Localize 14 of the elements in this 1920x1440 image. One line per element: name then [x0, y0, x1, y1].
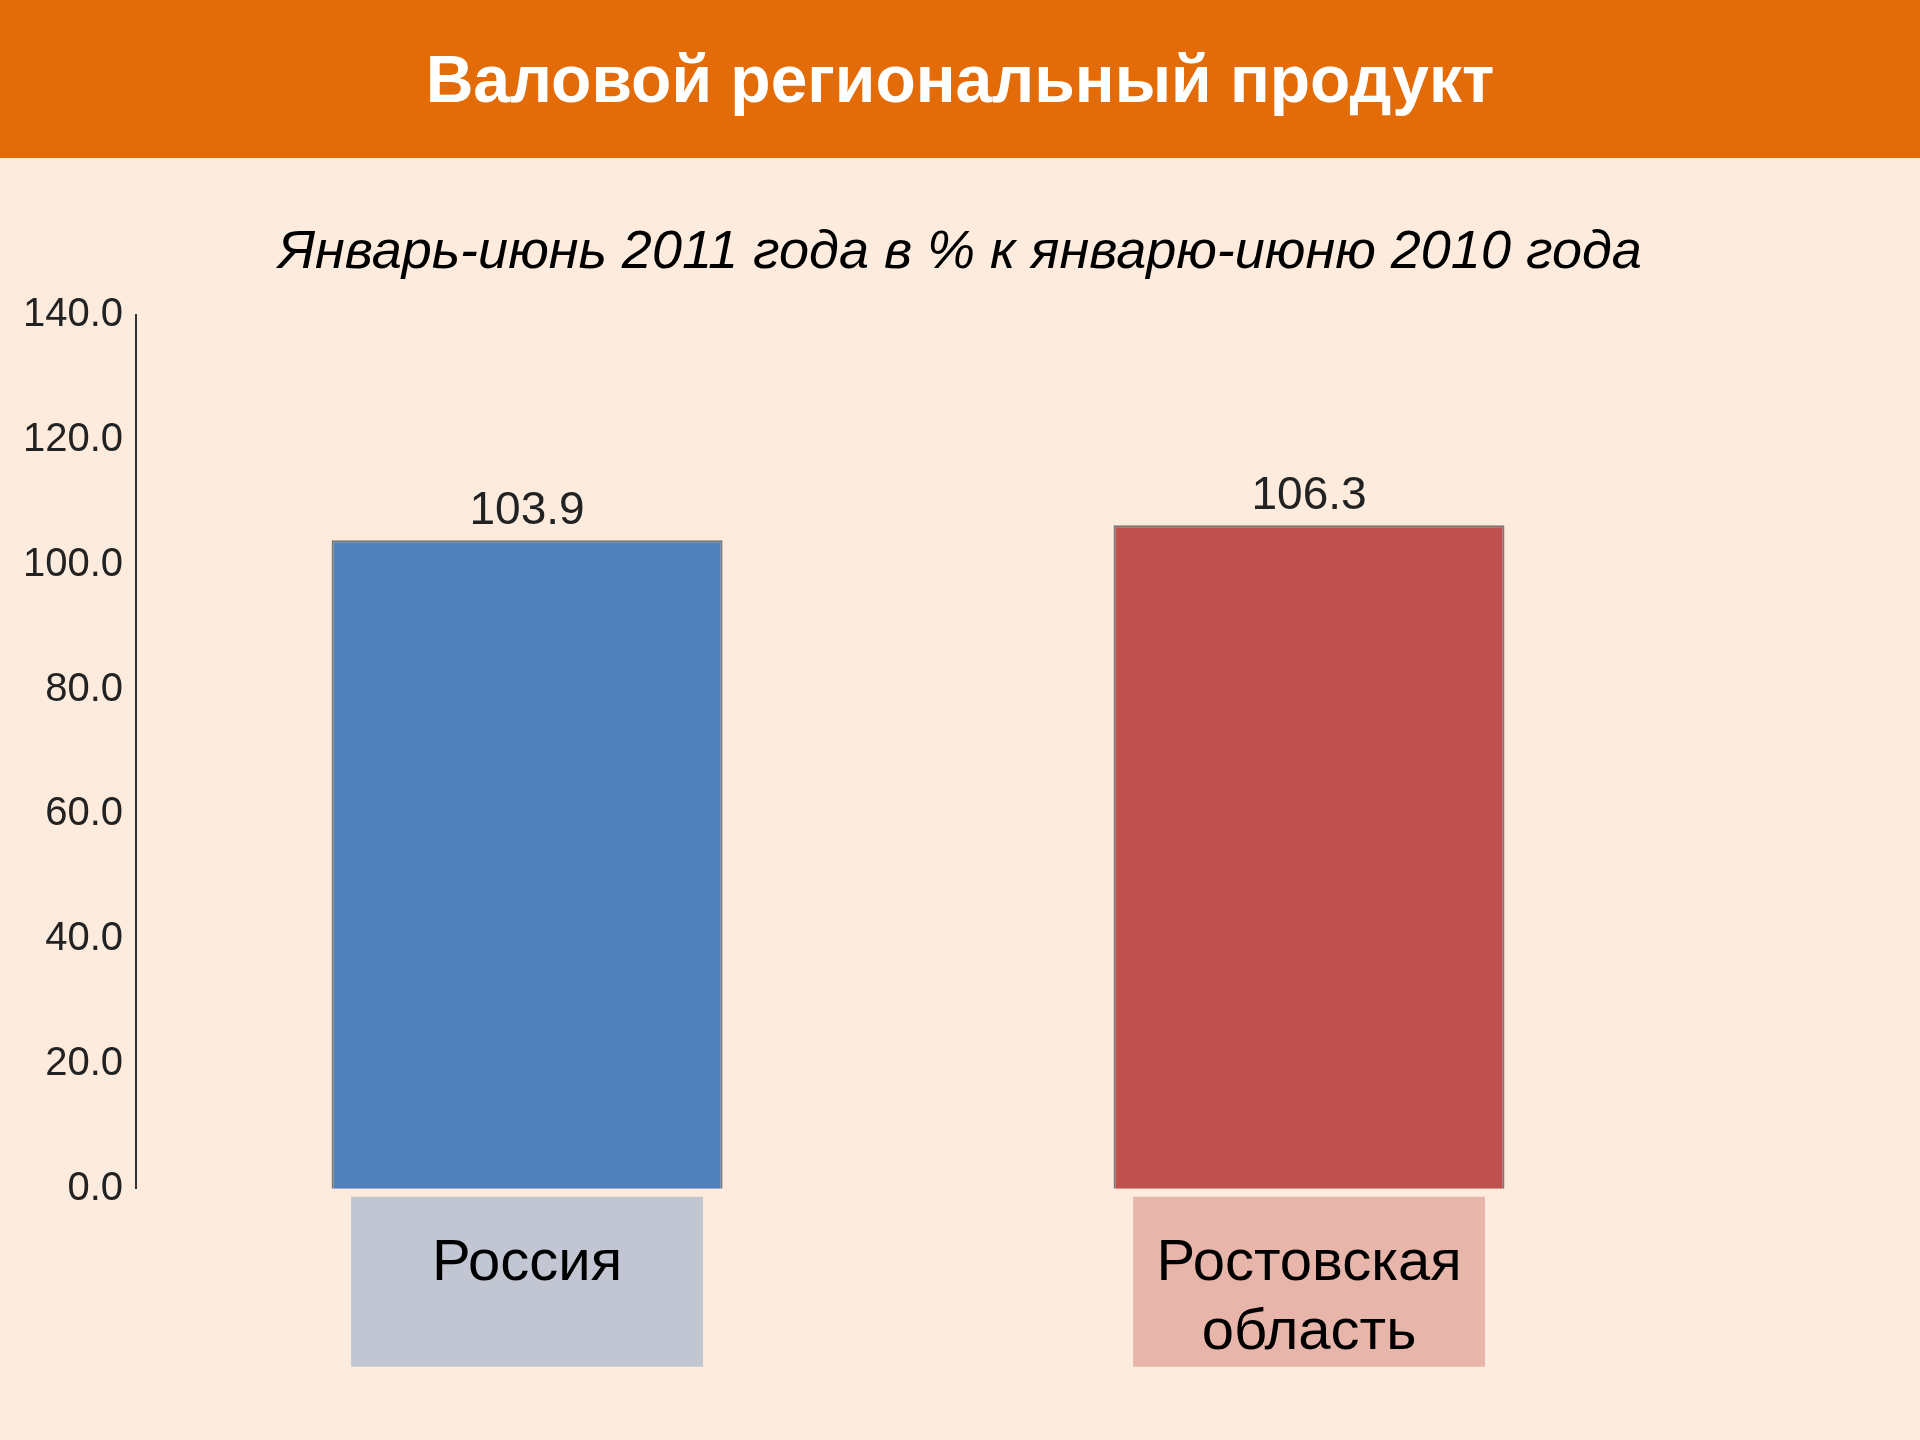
y-tick-label: 40.0: [45, 914, 124, 959]
y-tick-label: 100.0: [22, 539, 124, 584]
x-tick-label: Ростовская область: [1156, 1226, 1462, 1362]
data-label: 103.9: [469, 482, 585, 534]
y-tick-label: 120.0: [22, 414, 124, 459]
chart-title: Валовой региональный продукт: [0, 0, 1920, 158]
y-tick-label: 20.0: [45, 1039, 124, 1083]
y-tick-label: 0.0: [67, 1163, 124, 1208]
y-tick-label: 140.0: [22, 290, 124, 335]
data-label: 106.3: [1251, 467, 1367, 520]
y-tick-label: 80.0: [45, 664, 124, 709]
chart-subtitle: Январь-июнь 2011 года в % к январю-июню 2010 года: [275, 218, 1643, 281]
y-tick-label: 60.0: [45, 789, 124, 834]
x-tick-label: Россия: [431, 1226, 623, 1292]
